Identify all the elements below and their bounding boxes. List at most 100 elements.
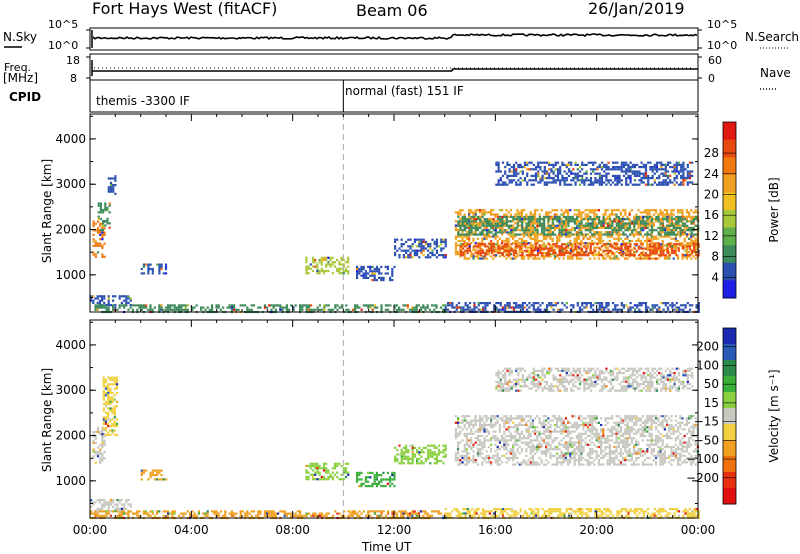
power-cell (567, 163, 571, 166)
power-cell (648, 233, 651, 236)
power-cell (611, 224, 614, 227)
power-cell (512, 249, 515, 252)
velocity-cell (318, 467, 321, 470)
power-cell (510, 247, 513, 250)
power-cell (459, 235, 462, 238)
power-cell (485, 218, 489, 221)
power-cell (418, 256, 421, 259)
power-cell (615, 231, 618, 234)
power-cell (615, 229, 618, 232)
power-cell (532, 218, 535, 221)
power-cell (567, 242, 570, 245)
power-cell (690, 226, 693, 230)
power-cell (490, 220, 493, 223)
power-cell (305, 306, 308, 309)
power-cell (459, 209, 462, 212)
power-cell (552, 170, 555, 173)
power-cell (492, 229, 495, 232)
power-cell (675, 308, 678, 311)
power-cell (675, 254, 678, 257)
power-cell (336, 269, 339, 273)
power-cell (531, 228, 534, 232)
power-cell (560, 220, 563, 223)
power-cell (549, 226, 552, 230)
power-cell (488, 229, 491, 232)
power-cell (562, 224, 565, 227)
velocity-cell (230, 512, 233, 515)
power-cell (98, 304, 101, 307)
velocity-cell (173, 512, 176, 515)
power-cell (655, 308, 659, 311)
power-cell (648, 213, 651, 216)
power-cell (586, 213, 589, 216)
power-cell (498, 255, 501, 258)
velocity-cell (316, 471, 319, 474)
velocity-cell (314, 512, 317, 515)
power-cell (600, 181, 604, 184)
power-cell (415, 306, 418, 309)
power-cell (573, 209, 576, 212)
velocity-cell (314, 462, 317, 465)
power-cell (673, 177, 676, 180)
power-cell (158, 265, 161, 268)
power-cell (679, 211, 682, 214)
power-cell (435, 240, 438, 243)
power-cell (626, 237, 629, 240)
power-cell (547, 233, 550, 236)
power-cell (495, 163, 498, 166)
power-cell (499, 177, 502, 180)
velocity-cell (429, 453, 432, 456)
power-cell (548, 302, 551, 305)
velocity-cell (101, 437, 104, 440)
power-cell (257, 306, 260, 309)
velocity-cell (439, 512, 442, 515)
power-cell (545, 255, 548, 258)
velocity-cell (375, 482, 378, 485)
power-cell (466, 306, 469, 309)
power-cell (658, 168, 661, 171)
power-cell (616, 247, 619, 250)
power-cell (309, 263, 312, 266)
power-cell (609, 218, 612, 221)
velocity-cell (420, 449, 423, 452)
power-cell (362, 268, 365, 271)
power-region-8 (394, 238, 447, 259)
velocity-cell (312, 514, 315, 517)
power-cell (642, 163, 645, 166)
velocity-cell (115, 400, 119, 403)
power-cell (670, 224, 673, 227)
power-cell (521, 222, 524, 225)
power-cell (589, 257, 592, 260)
power-cell (558, 235, 561, 238)
power-cell (472, 211, 475, 214)
power-cell (501, 181, 505, 184)
power-cell (686, 254, 689, 257)
velocity-cell (320, 478, 323, 481)
velocity-cell (158, 478, 161, 481)
power-cell (653, 251, 656, 255)
power-cell (107, 177, 110, 180)
power-cell (675, 177, 678, 180)
power-cell (527, 220, 530, 223)
power-cell (512, 254, 515, 257)
power-cell (470, 229, 473, 232)
velocity-region-2 (90, 499, 132, 513)
power-cell (327, 261, 330, 264)
power-cell (536, 220, 539, 223)
power-cell (451, 306, 454, 309)
power-cell (483, 237, 486, 240)
power-cell (655, 163, 659, 166)
power-cell (683, 218, 687, 221)
power-cell (558, 222, 561, 225)
power-cell (305, 258, 308, 262)
power-cell (463, 224, 467, 227)
power-cell (593, 226, 596, 230)
velocity-cell (402, 455, 405, 458)
power-cell (593, 215, 596, 218)
power-cell (580, 224, 583, 227)
power-cell (233, 304, 236, 307)
power-cell (233, 308, 236, 311)
power-cell (607, 172, 610, 175)
power-cell (648, 220, 651, 223)
power-cell (531, 213, 534, 216)
